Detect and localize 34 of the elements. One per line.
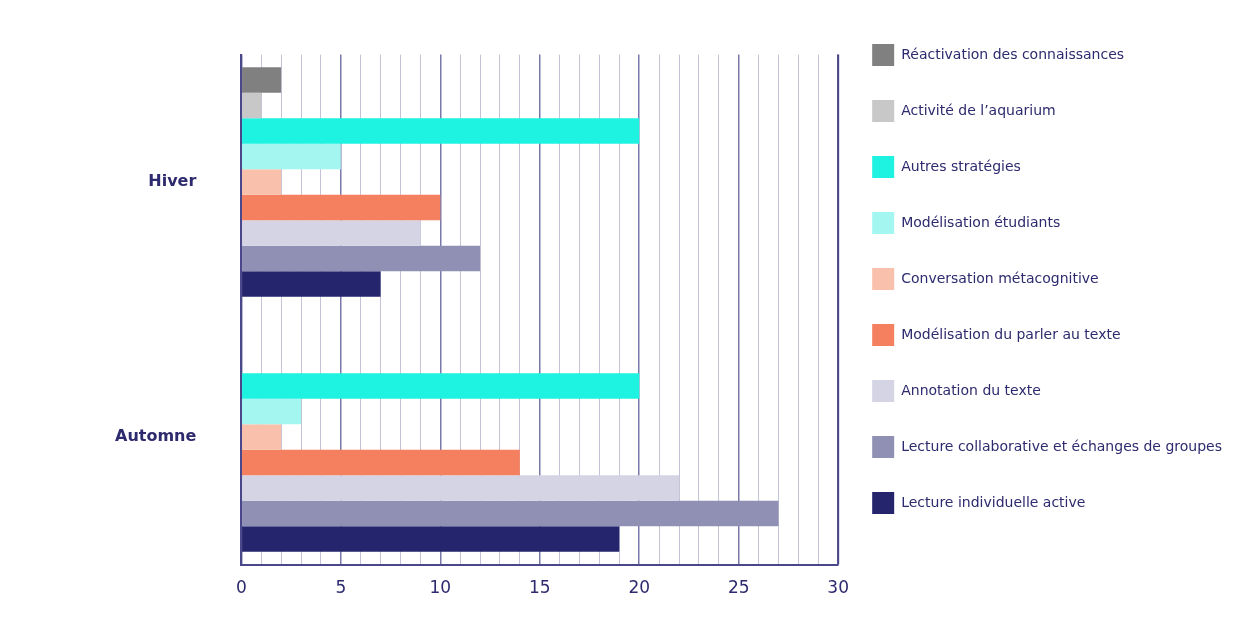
bar [242, 398, 302, 425]
bar [242, 449, 520, 476]
legend-label: Activité de l’aquarium [901, 101, 1056, 118]
bar [242, 475, 680, 501]
bar [242, 271, 381, 297]
legend-label: Modélisation du parler au texte [901, 325, 1121, 342]
bar [242, 143, 341, 170]
bar [242, 245, 481, 272]
bar [242, 118, 640, 144]
y-tick-label: Hiver [148, 171, 197, 191]
legend-label: Autres stratégies [901, 157, 1021, 174]
legend-label: Lecture individuelle active [901, 493, 1086, 510]
x-tick-label: 25 [727, 577, 750, 598]
legend-label: Annotation du texte [901, 381, 1041, 398]
legend-label: Réactivation des connaissances [901, 45, 1125, 62]
legend-label: Lecture collaborative et échanges de groupes [901, 437, 1222, 454]
bar [242, 169, 282, 195]
bar [242, 500, 779, 527]
legend-label: Conversation métacognitive [901, 269, 1099, 286]
bar [242, 67, 282, 93]
bar [242, 526, 620, 552]
bar [242, 194, 441, 221]
bar [242, 424, 282, 450]
x-tick-label: 5 [335, 577, 347, 598]
x-tick-label: 0 [235, 577, 247, 598]
bar [242, 92, 262, 119]
x-tick-label: 15 [528, 577, 551, 598]
bar [242, 220, 421, 246]
bar [242, 373, 640, 399]
legend-label: Modélisation étudiants [901, 213, 1061, 230]
y-tick-label: Automne [115, 426, 197, 446]
x-tick-label: 10 [429, 577, 452, 598]
x-tick-label: 30 [827, 577, 849, 598]
x-tick-label: 20 [628, 577, 651, 598]
